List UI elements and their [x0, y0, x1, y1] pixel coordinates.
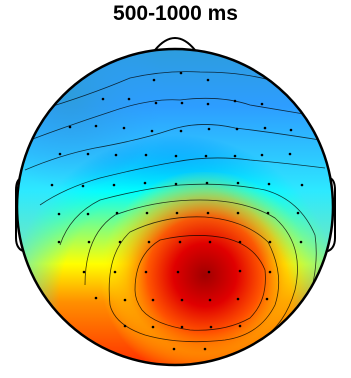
electrode-dot — [206, 78, 210, 82]
electrode-dot — [144, 153, 148, 157]
electrode-dot — [178, 240, 182, 244]
electrode-dot — [260, 102, 264, 106]
electrode-dot — [176, 270, 180, 274]
electrode-dot — [154, 101, 158, 105]
electrode-dot — [233, 99, 237, 103]
electrode-dot — [296, 211, 300, 215]
electrode-dot — [175, 211, 179, 215]
electrode-dot — [114, 153, 118, 157]
electrode-dot — [204, 154, 208, 158]
electrode-dot — [300, 183, 304, 187]
plot-title: 500-1000 ms — [113, 2, 238, 25]
electrode-dot — [238, 324, 242, 328]
electrode-dot — [147, 240, 151, 244]
electrode-dot — [266, 211, 270, 215]
electrode-dot — [179, 129, 183, 133]
electrode-dot — [152, 78, 156, 82]
electrode-layer — [50, 71, 304, 351]
contour-lines — [24, 71, 326, 343]
electrode-dot — [112, 183, 116, 187]
electrode-dot — [123, 298, 127, 302]
electrode-dot — [268, 240, 272, 244]
electrode-dot — [207, 270, 211, 274]
electrode-dot — [145, 211, 149, 215]
electrode-dot — [81, 184, 85, 188]
electrode-dot — [94, 124, 98, 128]
electrode-dot — [57, 212, 61, 216]
electrode-dot — [113, 270, 117, 274]
electrode-dot — [127, 97, 131, 101]
electrode-dot — [150, 129, 154, 133]
electrode-dot — [268, 270, 272, 274]
electrode-dot — [180, 325, 184, 329]
electrode-dot — [236, 211, 240, 215]
electrode-dot — [233, 154, 237, 158]
electrode-dot — [238, 269, 242, 273]
electrode-dot — [115, 211, 119, 215]
electrode-dot — [288, 152, 292, 156]
electrode-dot — [205, 181, 209, 185]
electrode-dot — [207, 127, 211, 131]
electrode-dot — [174, 182, 178, 186]
electrode-dot — [57, 240, 61, 244]
nose-outline — [154, 36, 196, 51]
electrode-dot — [208, 298, 212, 302]
electrode-dot — [172, 347, 176, 351]
electrode-dot — [143, 181, 147, 185]
electrode-dot — [180, 101, 184, 105]
electrode-dot — [50, 183, 54, 187]
electrode-dot — [123, 324, 127, 328]
electrode-dot — [180, 298, 184, 302]
electrode-dot — [82, 270, 86, 274]
electrode-dot — [174, 154, 178, 158]
electrode-dot — [203, 347, 207, 351]
electrode-dot — [267, 182, 271, 186]
electrode-dot — [265, 297, 269, 301]
electrode-dot — [151, 325, 155, 329]
electrode-dot — [68, 125, 72, 129]
electrode-dot — [86, 152, 90, 156]
electrode-dot — [208, 240, 212, 244]
head-outline — [15, 47, 335, 367]
electrode-dot — [238, 240, 242, 244]
electrode-dot — [122, 126, 126, 130]
electrode-dot — [151, 298, 155, 302]
electrode-dot — [101, 97, 105, 101]
electrode-dot — [118, 240, 122, 244]
electrode-dot — [87, 240, 91, 244]
topography-fill — [17, 49, 333, 365]
electrode-dot — [144, 270, 148, 274]
electrode-dot — [179, 71, 183, 75]
electrode-dot — [206, 211, 210, 215]
electrode-dot — [235, 127, 239, 131]
electrode-dot — [260, 153, 264, 157]
electrode-dot — [94, 296, 98, 300]
electrode-dot — [263, 126, 267, 130]
electrode-dot — [209, 325, 213, 329]
electrode-dot — [236, 297, 240, 301]
electrode-dot — [289, 128, 293, 132]
electrode-dot — [58, 152, 62, 156]
electrode-dot — [86, 212, 90, 216]
electrode-dot — [236, 181, 240, 185]
electrode-dot — [299, 240, 303, 244]
electrode-dot — [206, 102, 210, 106]
